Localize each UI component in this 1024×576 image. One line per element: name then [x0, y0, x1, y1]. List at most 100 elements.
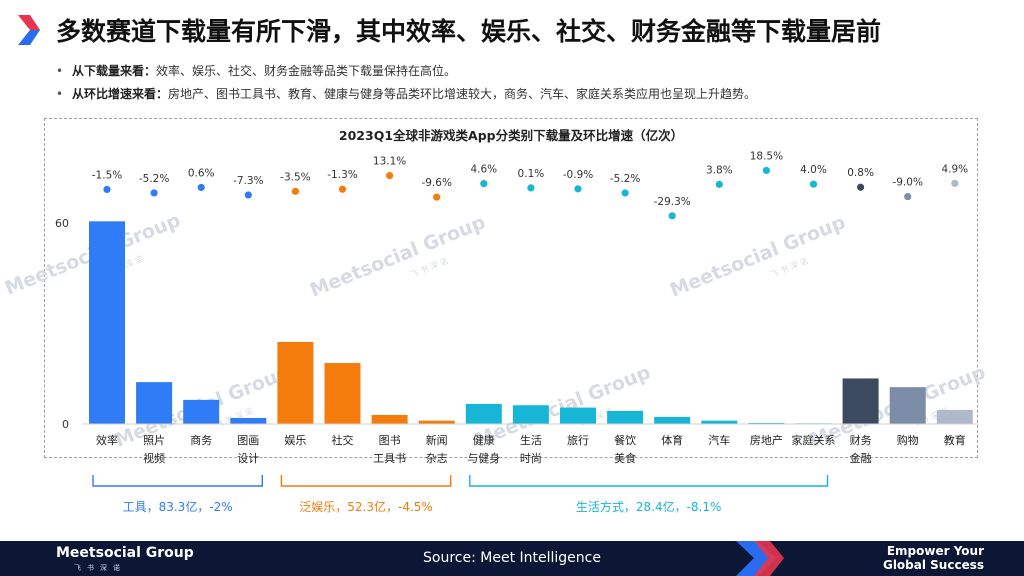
category-label: 图画 [237, 434, 259, 447]
bullet-dot-icon: • [56, 87, 64, 101]
category-label: 设计 [237, 452, 259, 465]
page-title: 多数赛道下载量有所下滑，其中效率、娱乐、社交、财务金融等下载量居前 [56, 17, 882, 46]
category-label: 汽车 [708, 433, 730, 447]
group-bracket [92, 475, 263, 487]
footer-deco-icon [736, 541, 784, 576]
category-label: 家庭关系 [792, 433, 836, 447]
growth-label: -0.9% [563, 169, 593, 181]
category-label: 工具书 [373, 452, 406, 465]
bar [842, 378, 879, 424]
growth-dot [621, 189, 629, 197]
growth-dot [291, 187, 299, 195]
category-label: 房地产 [750, 433, 783, 447]
bar [230, 417, 267, 424]
growth-label: 0.8% [847, 167, 874, 179]
category-label: 效率 [96, 433, 118, 447]
category-label: 餐饮 [614, 433, 636, 447]
bullet-text: 效率、娱乐、社交、财务金融等品类下载量保持在高位。 [156, 64, 457, 78]
category-label: 购物 [897, 433, 919, 447]
group-bracket [280, 475, 452, 487]
growth-dot [150, 189, 158, 197]
bar [277, 341, 314, 424]
category-label: 娱乐 [284, 433, 306, 447]
footer-source: Source: Meet Intelligence [423, 550, 601, 566]
growth-label: 4.6% [470, 164, 497, 176]
growth-dot [338, 185, 347, 193]
growth-dots-layer: -1.5% -5.2% 0.6% -7.3% -3.5% -1.3% 13.1% -9.6% 4… [92, 150, 968, 220]
group-label: 泛娱乐，52.3亿，-4.5% [299, 499, 433, 514]
watermark-text: Meetsocial Group [307, 211, 489, 301]
growth-label: 3.8% [706, 164, 733, 176]
chart-title: 2023Q1全球非游戏类App分类别下载量及环比增速（亿次） [339, 128, 683, 143]
growth-label: 4.0% [800, 164, 827, 176]
bar [136, 382, 173, 424]
category-label: 财务 [850, 433, 872, 447]
bar [324, 363, 361, 424]
growth-dot [857, 183, 865, 191]
summary-bullets: • 从下载量来看：效率、娱乐、社交、财务金融等品类下载量保持在高位。 • 从环比增速… [56, 62, 756, 108]
growth-dot [433, 193, 441, 201]
bar [607, 410, 644, 424]
group-label: 生活方式，28.4亿，-8.1% [576, 499, 722, 514]
bar [889, 387, 926, 424]
bullet-dot-icon: • [56, 64, 64, 78]
growth-dot [527, 184, 535, 192]
category-label: 照片 [143, 434, 165, 447]
bars-layer [89, 221, 973, 424]
category-label: 杂志 [426, 452, 448, 465]
category-label: 金融 [850, 451, 872, 465]
growth-label: -3.5% [280, 171, 310, 183]
growth-dot [951, 179, 959, 187]
bullet-text: 房地产、图书工具书、教育、健康与健身等品类环比增速较大，商务、汽车、家庭关系类应… [168, 87, 757, 101]
bar [748, 422, 785, 424]
growth-label: -29.3% [654, 196, 691, 208]
group-label: 工具，83.3亿，-2% [123, 499, 233, 514]
growth-label: -5.2% [139, 173, 169, 185]
y-tick-label: 0 [62, 418, 69, 431]
category-label: 时尚 [520, 451, 542, 465]
bar [89, 221, 125, 424]
bar [701, 420, 738, 424]
growth-dot [762, 166, 771, 175]
watermark-text: Meetsocial Group [667, 211, 849, 301]
bullet-lead: 从下载量来看： [72, 64, 157, 78]
growth-label: -1.5% [92, 169, 122, 181]
category-label: 图书 [379, 434, 401, 447]
growth-label: -7.3% [233, 175, 263, 187]
growth-label: 13.1% [373, 156, 406, 168]
footer-logo-sub: 飞书深诺 [74, 564, 126, 572]
category-label: 与健身 [467, 451, 500, 465]
growth-dot [386, 171, 394, 180]
growth-label: -1.3% [327, 169, 357, 181]
footer-slogan-line1: Empower Your [886, 544, 984, 558]
y-tick-label: 60 [55, 217, 69, 230]
category-label: 健康 [473, 433, 495, 447]
growth-label: -9.0% [892, 177, 922, 189]
growth-label: 4.9% [941, 163, 968, 175]
growth-dot [480, 180, 488, 188]
group-bracket [469, 475, 829, 487]
category-label: 商务 [190, 433, 212, 447]
growth-dot [103, 185, 111, 194]
growth-dot [715, 180, 723, 188]
category-label: 旅行 [567, 433, 589, 447]
category-label: 美食 [614, 451, 636, 465]
bar [418, 420, 455, 424]
bar [183, 399, 220, 424]
footer-slogan-line2: Global Success [882, 558, 984, 572]
bar [512, 405, 549, 424]
growth-label: -5.2% [610, 173, 640, 185]
growth-dot [668, 212, 676, 220]
bullet-downloads: • 从下载量来看：效率、娱乐、社交、财务金融等品类下载量保持在高位。 [56, 62, 756, 79]
footer-logo: Meetsocial Group [56, 545, 194, 561]
footer-bar: Meetsocial Group 飞书深诺 Source: Meet Intel… [0, 541, 1024, 576]
bullet-growth: • 从环比增速来看：房地产、图书工具书、教育、健康与健身等品类环比增速较大，商务、… [56, 85, 756, 102]
growth-label: 0.6% [188, 167, 215, 179]
footer-slogan: Empower Your Global Success [883, 544, 984, 572]
growth-dot [197, 183, 205, 192]
category-label: 社交 [332, 433, 354, 447]
